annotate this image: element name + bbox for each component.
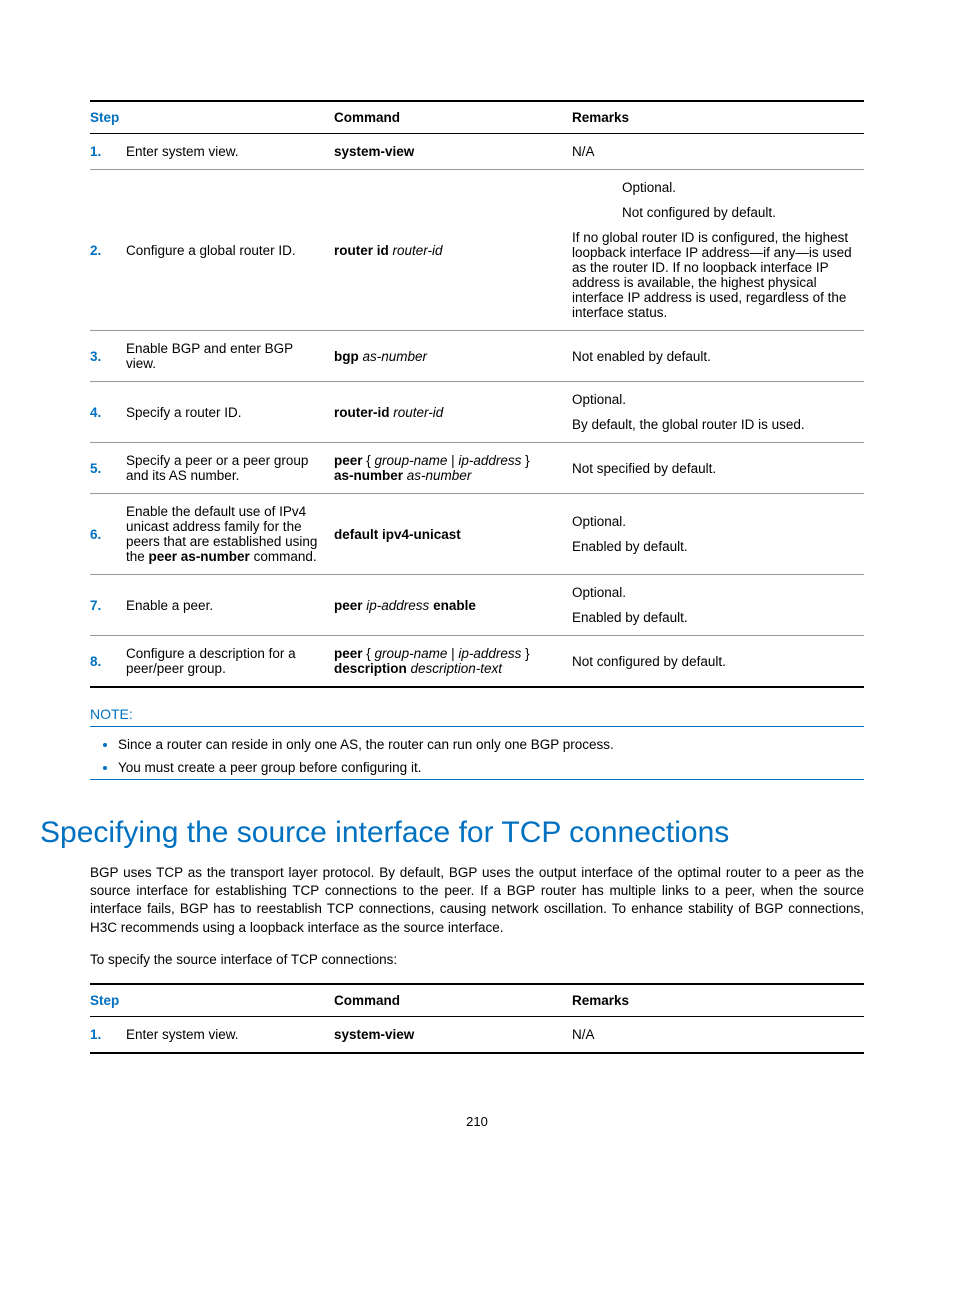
list-item: You must create a peer group before conf… [118, 756, 864, 779]
th-step: Step [90, 101, 334, 134]
table-row: 5. Specify a peer or a peer group and it… [90, 443, 864, 494]
section-heading: Specifying the source interface for TCP … [40, 816, 864, 850]
note-label: NOTE: [90, 706, 864, 727]
th-step: Step [90, 984, 334, 1017]
note-list: Since a router can reside in only one AS… [90, 733, 864, 780]
step-command: router id router-id [334, 170, 572, 331]
step-remarks: Optional. Not configured by default. If … [572, 170, 864, 331]
step-number: 4. [90, 382, 126, 443]
step-desc: Enable the default use of IPv4 unicast a… [126, 494, 334, 575]
step-command: peer { group-name | ip-address } descrip… [334, 636, 572, 688]
body-paragraph: To specify the source interface of TCP c… [90, 951, 864, 969]
note-block: NOTE: Since a router can reside in only … [90, 706, 864, 780]
step-remarks: Optional. Enabled by default. [572, 494, 864, 575]
step-remarks: Not configured by default. [572, 636, 864, 688]
config-steps-table-2: Step Command Remarks 1. Enter system vie… [90, 983, 864, 1054]
step-desc: Configure a description for a peer/peer … [126, 636, 334, 688]
step-number: 8. [90, 636, 126, 688]
config-steps-table-1: Step Command Remarks 1. Enter system vie… [90, 100, 864, 688]
table-row: 6. Enable the default use of IPv4 unicas… [90, 494, 864, 575]
step-command: peer { group-name | ip-address } as-numb… [334, 443, 572, 494]
step-remarks: N/A [572, 134, 864, 170]
table-row: 8. Configure a description for a peer/pe… [90, 636, 864, 688]
th-remarks: Remarks [572, 101, 864, 134]
step-number: 1. [90, 134, 126, 170]
page-number: 210 [90, 1114, 864, 1129]
step-number: 6. [90, 494, 126, 575]
step-number: 1. [90, 1017, 126, 1054]
table-row: 7. Enable a peer. peer ip-address enable… [90, 575, 864, 636]
step-desc: Enable BGP and enter BGP view. [126, 331, 334, 382]
list-item: Since a router can reside in only one AS… [118, 733, 864, 756]
step-remarks: Not enabled by default. [572, 331, 864, 382]
step-desc: Specify a peer or a peer group and its A… [126, 443, 334, 494]
step-desc: Enter system view. [126, 1017, 334, 1054]
table-row: 1. Enter system view. system-view N/A [90, 134, 864, 170]
step-command: peer ip-address enable [334, 575, 572, 636]
step-command: default ipv4-unicast [334, 494, 572, 575]
th-command: Command [334, 101, 572, 134]
table-row: 2. Configure a global router ID. router … [90, 170, 864, 331]
step-command: system-view [334, 134, 572, 170]
step-number: 5. [90, 443, 126, 494]
th-remarks: Remarks [572, 984, 864, 1017]
step-desc: Specify a router ID. [126, 382, 334, 443]
step-number: 3. [90, 331, 126, 382]
table-row: 1. Enter system view. system-view N/A [90, 1017, 864, 1054]
step-desc: Configure a global router ID. [126, 170, 334, 331]
step-command: router-id router-id [334, 382, 572, 443]
step-remarks: N/A [572, 1017, 864, 1054]
step-command: system-view [334, 1017, 572, 1054]
step-number: 2. [90, 170, 126, 331]
table-row: 3. Enable BGP and enter BGP view. bgp as… [90, 331, 864, 382]
th-command: Command [334, 984, 572, 1017]
body-paragraph: BGP uses TCP as the transport layer prot… [90, 864, 864, 937]
step-remarks: Optional. By default, the global router … [572, 382, 864, 443]
step-number: 7. [90, 575, 126, 636]
step-desc: Enter system view. [126, 134, 334, 170]
step-remarks: Not specified by default. [572, 443, 864, 494]
step-remarks: Optional. Enabled by default. [572, 575, 864, 636]
step-command: bgp as-number [334, 331, 572, 382]
table-row: 4. Specify a router ID. router-id router… [90, 382, 864, 443]
step-desc: Enable a peer. [126, 575, 334, 636]
